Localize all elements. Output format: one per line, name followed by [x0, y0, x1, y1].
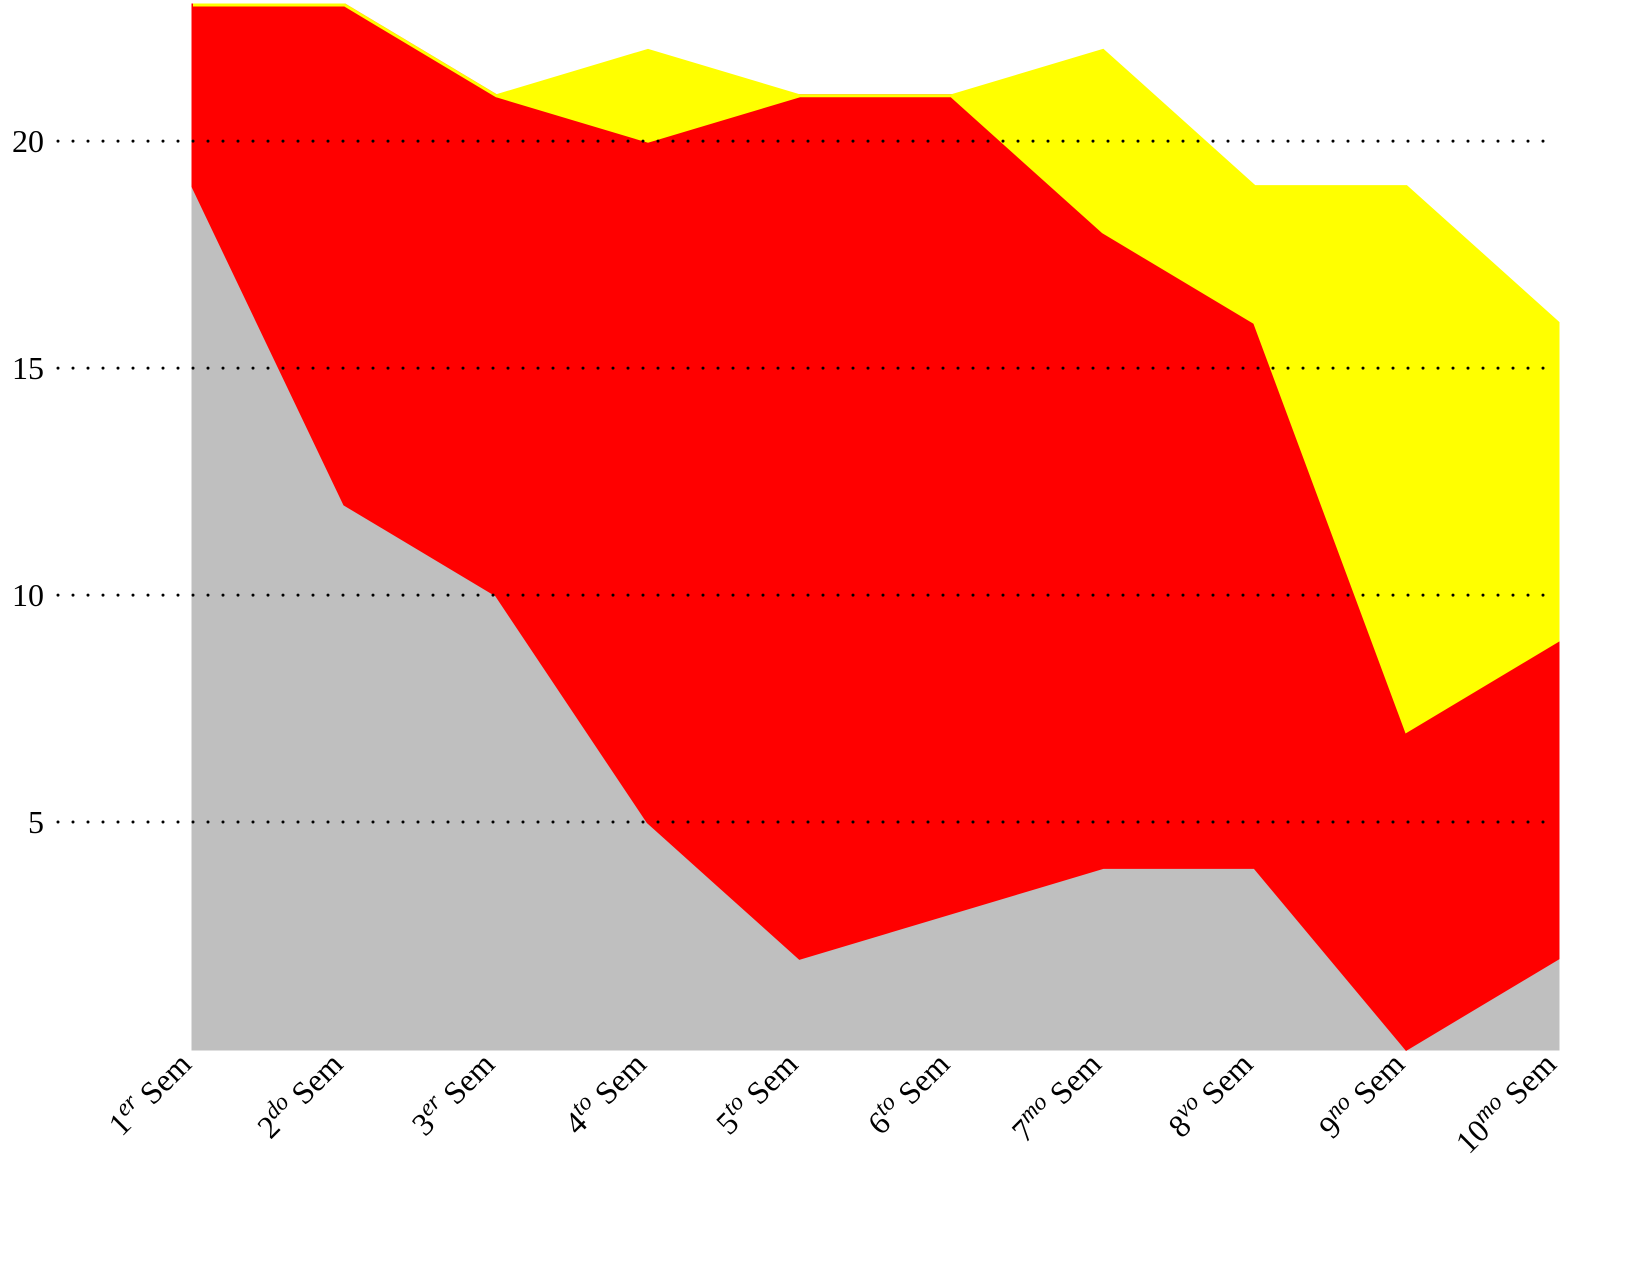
y-tick-label: 20 [12, 123, 44, 159]
areas [191, 3, 1560, 1051]
x-tick-label: 7mo Sem [1002, 1043, 1108, 1149]
x-tick-label: 5to Sem [707, 1043, 805, 1141]
y-tick-label: 15 [12, 350, 44, 386]
x-tick-label: 2do Sem [248, 1043, 350, 1145]
y-tick-label: 5 [28, 804, 44, 840]
x-tick-label: 4to Sem [555, 1043, 653, 1141]
x-tick-label: 6to Sem [858, 1043, 956, 1141]
x-tick-label: 8vo Sem [1159, 1043, 1260, 1144]
x-tick-label: 1er Sem [99, 1043, 198, 1142]
y-tick-label: 10 [12, 577, 44, 613]
x-tick-label: 10mo Sem [1446, 1043, 1563, 1160]
x-tick-label: 9no Sem [1310, 1043, 1412, 1145]
x-tick-label: 3er Sem [402, 1043, 501, 1142]
grid [56, 139, 1560, 824]
area [193, 3, 1560, 734]
